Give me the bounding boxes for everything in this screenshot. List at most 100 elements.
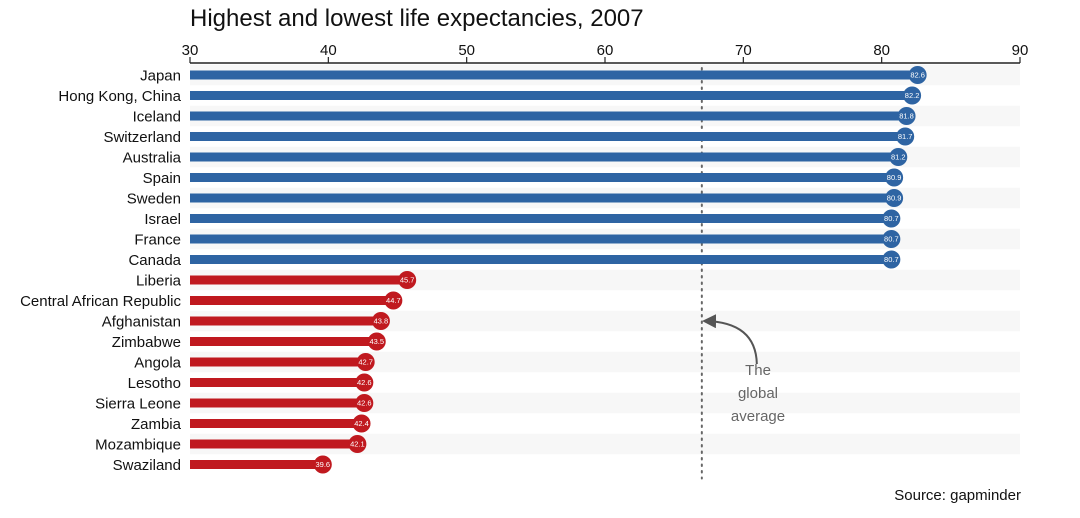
category-label: Japan bbox=[140, 68, 181, 85]
bar bbox=[190, 316, 381, 326]
bar bbox=[190, 460, 323, 469]
value-dot bbox=[908, 66, 927, 84]
category-label: Canada bbox=[128, 252, 181, 269]
category-label: Zambia bbox=[131, 416, 182, 433]
annotation-line-3: average bbox=[731, 408, 785, 425]
value-dot bbox=[896, 127, 915, 146]
category-label: Sierra Leone bbox=[95, 396, 181, 413]
value-label: 42.6 bbox=[357, 378, 372, 387]
annotation-group: The global average bbox=[731, 362, 785, 425]
category-label: Iceland bbox=[133, 109, 181, 126]
value-dot bbox=[371, 312, 390, 330]
value-dot bbox=[885, 168, 904, 187]
value-label: 81.8 bbox=[899, 112, 914, 121]
bar bbox=[190, 111, 907, 121]
x-tick-label: 30 bbox=[182, 42, 199, 59]
row-band bbox=[190, 433, 1020, 455]
row-band bbox=[190, 392, 1020, 414]
x-tick-label: 40 bbox=[320, 42, 337, 59]
value-label: 44.7 bbox=[386, 296, 401, 305]
bar bbox=[190, 419, 362, 428]
bar bbox=[190, 234, 892, 244]
row-band bbox=[190, 269, 1020, 291]
value-dot bbox=[889, 148, 908, 166]
category-label: France bbox=[134, 232, 181, 249]
value-dot bbox=[355, 394, 374, 412]
value-dot bbox=[398, 271, 417, 289]
bar bbox=[190, 275, 408, 285]
category-label: Lesotho bbox=[128, 375, 181, 392]
value-dot bbox=[348, 435, 367, 453]
value-dot bbox=[352, 414, 371, 433]
value-dot bbox=[367, 332, 386, 351]
annotation-arrow bbox=[702, 314, 758, 365]
value-dot bbox=[355, 373, 374, 392]
value-dot bbox=[882, 230, 901, 248]
annotation-line-1: The bbox=[745, 362, 771, 379]
category-label: Hong Kong, China bbox=[58, 88, 181, 105]
bar bbox=[190, 398, 365, 408]
value-label: 81.2 bbox=[891, 153, 906, 162]
category-label: Israel bbox=[144, 211, 181, 228]
value-label: 80.7 bbox=[884, 214, 899, 223]
chart-title: Highest and lowest life expectancies, 20… bbox=[190, 5, 644, 32]
bar bbox=[190, 214, 892, 223]
value-dot bbox=[356, 353, 375, 371]
category-label: Swaziland bbox=[113, 457, 181, 474]
bar bbox=[190, 91, 913, 100]
value-dot bbox=[882, 209, 901, 228]
value-label: 81.7 bbox=[898, 132, 913, 141]
category-label: Mozambique bbox=[95, 437, 181, 454]
category-label: Switzerland bbox=[103, 129, 181, 146]
category-label: Sweden bbox=[127, 191, 181, 208]
category-label: Zimbabwe bbox=[112, 334, 181, 351]
value-label: 42.7 bbox=[358, 358, 373, 367]
value-label: 43.5 bbox=[369, 337, 384, 346]
value-dot bbox=[384, 291, 403, 310]
value-label: 45.7 bbox=[400, 276, 415, 285]
bar bbox=[190, 357, 366, 367]
bar bbox=[190, 193, 895, 203]
category-label: Australia bbox=[123, 150, 182, 167]
category-label: Spain bbox=[143, 170, 181, 187]
bars: 82.6 82.2 81.8 81.7 81.2 80.9 80.9 80.7 80.7 80.7… bbox=[190, 66, 927, 474]
value-label: 80.7 bbox=[884, 235, 899, 244]
value-dot bbox=[903, 86, 922, 105]
value-label: 82.6 bbox=[910, 71, 925, 80]
category-label: Central African Republic bbox=[20, 293, 181, 310]
bar bbox=[190, 152, 899, 162]
bar bbox=[190, 378, 365, 387]
value-label: 39.6 bbox=[315, 460, 330, 469]
x-tick-label: 70 bbox=[735, 42, 752, 59]
row-band bbox=[190, 310, 1020, 332]
value-label: 42.4 bbox=[354, 419, 369, 428]
bar bbox=[190, 132, 906, 141]
category-label: Afghanistan bbox=[102, 314, 181, 331]
value-dot bbox=[313, 455, 332, 474]
x-tick-label: 60 bbox=[597, 42, 614, 59]
category-label: Angola bbox=[134, 355, 181, 372]
bar bbox=[190, 439, 358, 449]
value-label: 80.7 bbox=[884, 255, 899, 264]
value-label: 80.9 bbox=[887, 194, 902, 203]
value-label: 80.9 bbox=[887, 173, 902, 182]
category-label: Liberia bbox=[136, 273, 182, 290]
value-dot bbox=[882, 250, 901, 269]
annotation-line-2: global bbox=[738, 385, 778, 402]
value-label: 82.2 bbox=[905, 91, 920, 100]
bar bbox=[190, 70, 918, 80]
value-dot bbox=[885, 189, 904, 207]
category-labels: Japan Hong Kong, China Iceland Switzerland A… bbox=[20, 68, 182, 475]
bar bbox=[190, 255, 892, 264]
bar bbox=[190, 296, 394, 305]
x-tick-label: 80 bbox=[873, 42, 890, 59]
source-note: Source: gapminder bbox=[894, 487, 1021, 504]
value-dot bbox=[897, 107, 916, 125]
bar bbox=[190, 337, 377, 346]
value-label: 42.1 bbox=[350, 440, 365, 449]
x-tick-label: 50 bbox=[458, 42, 475, 59]
row-band bbox=[190, 351, 1020, 373]
x-tick-label: 90 bbox=[1012, 42, 1029, 59]
reference-line-group bbox=[700, 67, 758, 480]
